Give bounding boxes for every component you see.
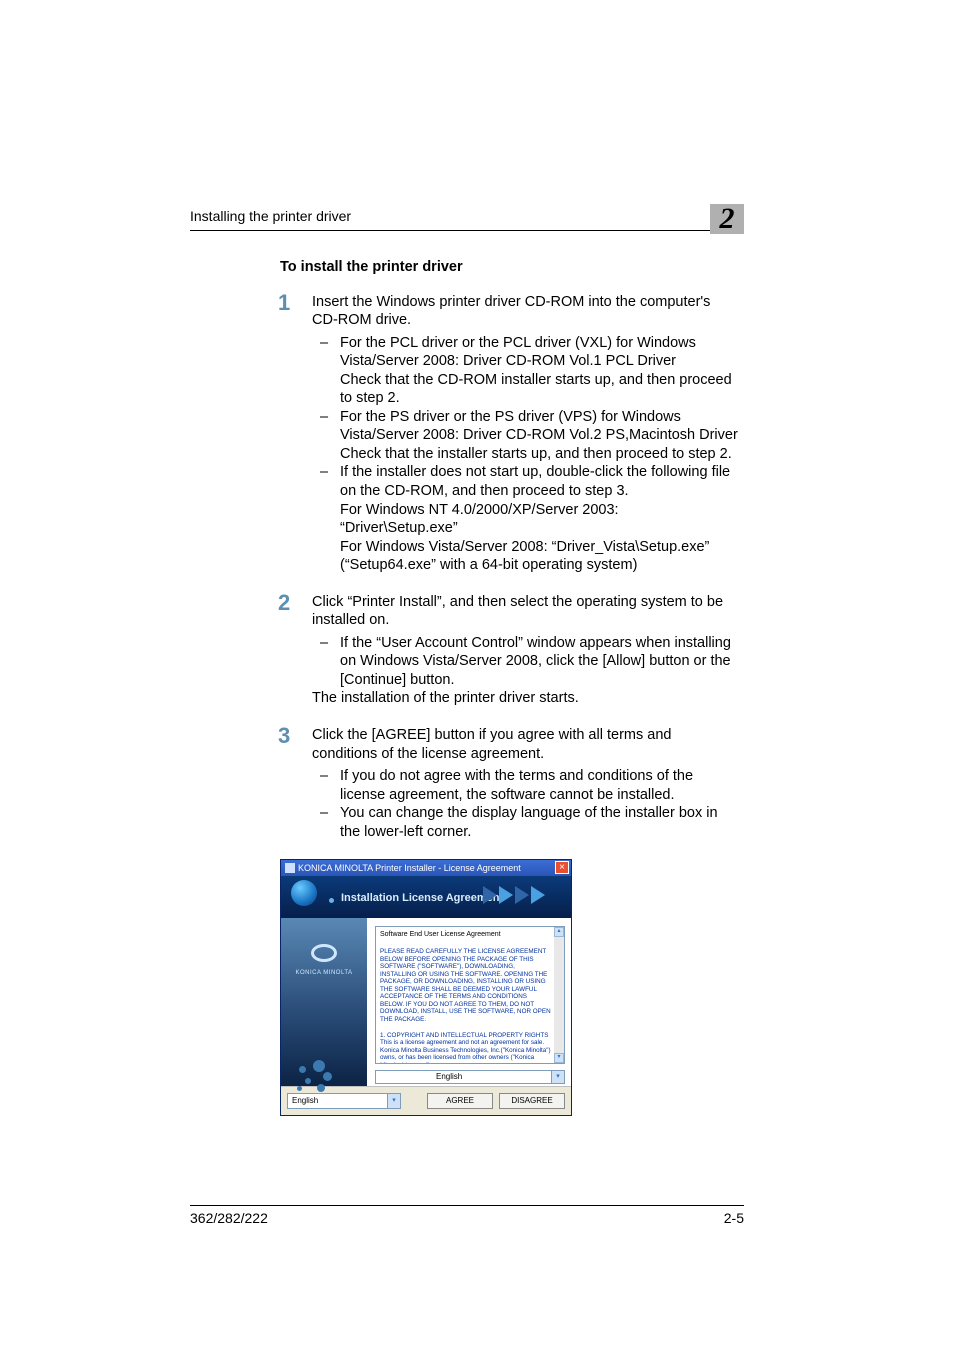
window-titlebar: KONICA MINOLTA Printer Installer - Licen… — [281, 860, 571, 876]
eula-textbox[interactable]: ▴ ▾ Software End User License Agreement … — [375, 926, 565, 1064]
step-sublist: –If you do not agree with the terms and … — [312, 767, 739, 841]
header-rule — [190, 230, 744, 231]
main-content: To install the printer driver 1Insert th… — [280, 258, 739, 1116]
disagree-button[interactable]: DISAGREE — [499, 1093, 565, 1109]
footer-page-number: 2-5 — [724, 1210, 744, 1226]
step-lead: Click the [AGREE] button if you agree wi… — [312, 726, 739, 763]
step-subitem: –For the PCL driver or the PCL driver (V… — [312, 334, 739, 408]
running-header: Installing the printer driver — [190, 208, 744, 224]
window-right-pane: ▴ ▾ Software End User License Agreement … — [367, 918, 571, 1086]
dash-icon: – — [320, 334, 328, 353]
step: 3Click the [AGREE] button if you agree w… — [280, 726, 739, 841]
chevron-down-icon: ▾ — [387, 1094, 400, 1108]
step-subitem-text: If you do not agree with the terms and c… — [340, 768, 693, 803]
banner-bullet-icon — [329, 898, 334, 903]
agree-button[interactable]: AGREE — [427, 1093, 493, 1109]
eula-language-value: English — [436, 1072, 462, 1081]
window-title-text: KONICA MINOLTA Printer Installer - Licen… — [298, 863, 521, 874]
eula-paragraph-1: PLEASE READ CAREFULLY THE LICENSE AGREEM… — [380, 948, 552, 1023]
footer-model: 362/282/222 — [190, 1210, 268, 1226]
dash-icon: – — [320, 804, 328, 823]
step-subitem-text: If the “User Account Control” window app… — [340, 635, 731, 688]
step-subitem: –If the installer does not start up, dou… — [312, 463, 739, 574]
dash-icon: – — [320, 463, 328, 482]
eula-scrollbar[interactable]: ▴ ▾ — [554, 927, 564, 1063]
step-sublist: –For the PCL driver or the PCL driver (V… — [312, 334, 739, 575]
installer-language-select[interactable]: English ▾ — [287, 1093, 401, 1109]
step-lead: Click “Printer Install”, and then select… — [312, 593, 739, 630]
eula-heading: Software End User License Agreement — [380, 931, 552, 940]
dash-icon: – — [320, 634, 328, 653]
dash-icon: – — [320, 767, 328, 786]
step-subitem: –If the “User Account Control” window ap… — [312, 634, 739, 690]
scroll-down-button[interactable]: ▾ — [554, 1053, 564, 1063]
brand-text: KONICA MINOLTA — [281, 970, 367, 978]
eula-paragraph-2: 1. COPYRIGHT AND INTELLECTUAL PROPERTY R… — [380, 1032, 552, 1065]
step-sublist: –If the “User Account Control” window ap… — [312, 634, 739, 690]
window-footer-bar: English ▾ AGREE DISAGREE — [281, 1086, 571, 1115]
installer-window: KONICA MINOLTA Printer Installer - Licen… — [280, 859, 572, 1116]
step-number: 2 — [278, 589, 290, 617]
step-subitem-text: For the PS driver or the PS driver (VPS)… — [340, 409, 738, 462]
step-subitem-text: For the PCL driver or the PCL driver (VX… — [340, 335, 732, 407]
banner-arrows-icon — [483, 886, 545, 904]
window-app-icon — [285, 863, 295, 873]
step: 1Insert the Windows printer driver CD-RO… — [280, 293, 739, 575]
step-subitem: –For the PS driver or the PS driver (VPS… — [312, 408, 739, 464]
window-sidebar: KONICA MINOLTA — [281, 918, 367, 1086]
window-banner: Installation License Agreement — [281, 876, 571, 918]
step-after-text: The installation of the printer driver s… — [312, 689, 739, 708]
step-subitem: –You can change the display language of … — [312, 804, 739, 841]
step-number: 3 — [278, 722, 290, 750]
step-subitem-text: If the installer does not start up, doub… — [340, 464, 730, 573]
banner-title: Installation License Agreement — [341, 892, 503, 906]
installer-language-value: English — [292, 1096, 318, 1105]
section-heading: To install the printer driver — [280, 258, 739, 277]
step-number: 1 — [278, 289, 290, 317]
step-subitem: –If you do not agree with the terms and … — [312, 767, 739, 804]
window-close-button[interactable]: × — [555, 861, 569, 874]
eula-language-select[interactable]: English ▾ — [375, 1070, 565, 1084]
step: 2Click “Printer Install”, and then selec… — [280, 593, 739, 708]
footer-rule — [190, 1205, 744, 1206]
scroll-up-button[interactable]: ▴ — [554, 927, 564, 937]
brand-logo-icon — [311, 944, 337, 964]
chapter-number-badge: 2 — [710, 204, 744, 234]
globe-icon — [291, 880, 317, 906]
dash-icon: – — [320, 408, 328, 427]
step-subitem-text: You can change the display language of t… — [340, 805, 718, 840]
chevron-down-icon: ▾ — [551, 1071, 564, 1083]
step-lead: Insert the Windows printer driver CD-ROM… — [312, 293, 739, 330]
